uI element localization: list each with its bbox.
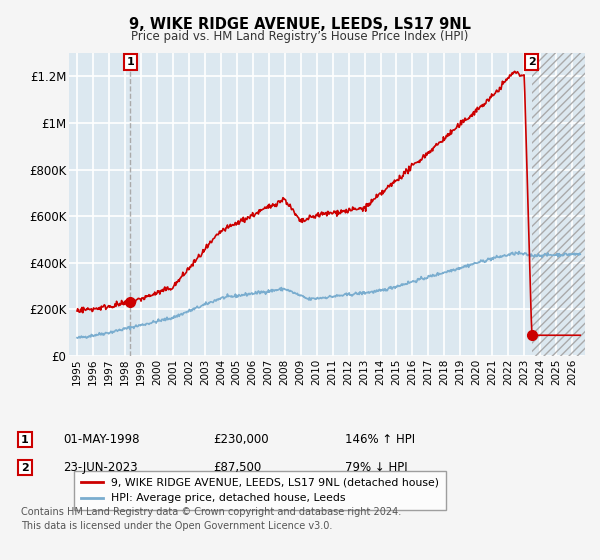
Text: £230,000: £230,000 <box>213 433 269 446</box>
Text: £87,500: £87,500 <box>213 461 261 474</box>
Text: 01-MAY-1998: 01-MAY-1998 <box>63 433 139 446</box>
Text: 2: 2 <box>528 57 536 67</box>
Text: Contains HM Land Registry data © Crown copyright and database right 2024.
This d: Contains HM Land Registry data © Crown c… <box>21 507 401 531</box>
Text: 1: 1 <box>21 435 29 445</box>
Text: 1: 1 <box>127 57 134 67</box>
Text: 9, WIKE RIDGE AVENUE, LEEDS, LS17 9NL: 9, WIKE RIDGE AVENUE, LEEDS, LS17 9NL <box>129 17 471 32</box>
Text: 79% ↓ HPI: 79% ↓ HPI <box>345 461 407 474</box>
Text: 2: 2 <box>21 463 29 473</box>
Bar <box>532 53 585 356</box>
Legend: 9, WIKE RIDGE AVENUE, LEEDS, LS17 9NL (detached house), HPI: Average price, deta: 9, WIKE RIDGE AVENUE, LEEDS, LS17 9NL (d… <box>74 472 446 510</box>
Text: 146% ↑ HPI: 146% ↑ HPI <box>345 433 415 446</box>
Text: Price paid vs. HM Land Registry’s House Price Index (HPI): Price paid vs. HM Land Registry’s House … <box>131 30 469 43</box>
Text: 23-JUN-2023: 23-JUN-2023 <box>63 461 137 474</box>
